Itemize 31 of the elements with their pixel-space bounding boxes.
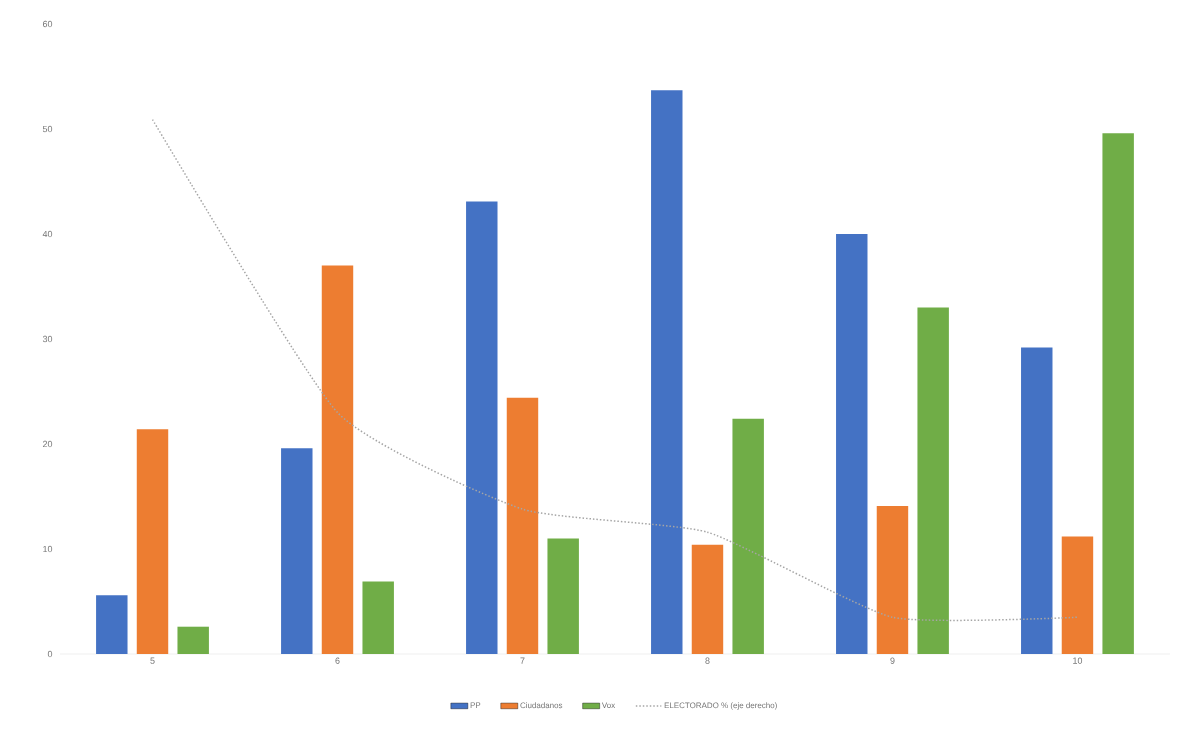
bar — [506, 397, 539, 654]
bar — [876, 505, 909, 654]
y-tick-label: 20 — [42, 440, 53, 448]
y-tick-label: 60 — [42, 20, 53, 28]
bar — [177, 626, 209, 654]
bar — [547, 538, 579, 654]
bar — [1061, 536, 1094, 654]
y-tick-label: 0 — [47, 650, 53, 658]
bar — [1021, 347, 1053, 654]
x-tick-label: 10 — [1073, 657, 1083, 664]
x-tick-label: 6 — [335, 657, 340, 664]
bar — [321, 265, 354, 654]
bar — [1102, 133, 1134, 654]
bar — [691, 544, 724, 654]
bar — [836, 234, 868, 654]
y-tick-label: 10 — [43, 545, 53, 553]
bar — [362, 581, 394, 654]
x-tick-label: 9 — [890, 657, 895, 664]
bar — [96, 595, 128, 654]
x-tick-label: 5 — [150, 657, 155, 664]
y-tick-label: 50 — [42, 125, 53, 133]
y-tick-label: 30 — [42, 335, 53, 343]
bar — [732, 418, 764, 654]
bar — [136, 429, 169, 654]
bar — [281, 448, 313, 654]
x-tick-label: 7 — [520, 657, 525, 664]
x-tick-label: 8 — [705, 657, 710, 664]
bar — [466, 201, 498, 654]
bar — [917, 307, 949, 654]
y-tick-label: 40 — [42, 230, 53, 238]
bar — [651, 90, 683, 654]
